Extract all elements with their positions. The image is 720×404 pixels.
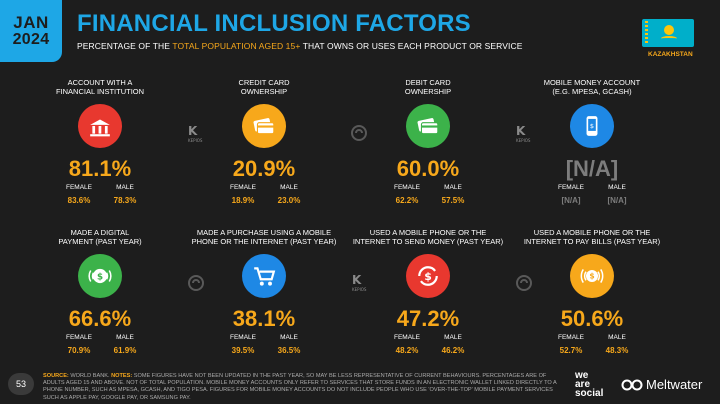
female-value: 70.9% <box>67 346 91 355</box>
female-value: 48.2% <box>395 346 419 355</box>
meltwater-logo: Meltwater <box>621 377 702 392</box>
female-value: 18.9% <box>231 196 255 205</box>
svg-text:$: $ <box>97 272 103 282</box>
factor-value: [N/A] <box>565 156 619 181</box>
male-value: 57.5% <box>441 196 465 205</box>
datareportal-logo-icon <box>188 275 204 291</box>
male-value: 23.0% <box>277 196 301 205</box>
male-label: MALE <box>280 184 298 191</box>
date-year: 2024 <box>12 30 50 48</box>
date-month: JAN <box>13 13 49 33</box>
page-subtitle: PERCENTAGE OF THE TOTAL POPULATION AGED … <box>77 41 523 51</box>
factor-label: MADE A DIGITAL PAYMENT (PAST YEAR) <box>58 228 142 246</box>
male-label: MALE <box>444 334 462 341</box>
mobile-money-icon: $ <box>570 104 614 148</box>
datareportal-logo-icon <box>516 275 532 291</box>
shopping-cart-icon <box>242 254 286 298</box>
male-label: MALE <box>280 334 298 341</box>
source-label: SOURCE: <box>43 373 69 379</box>
male-label: MALE <box>608 184 626 191</box>
male-label: MALE <box>116 334 134 341</box>
meltwater-mark-icon <box>621 379 643 390</box>
digital-payment-icon: $ <box>78 254 122 298</box>
female-label: FEMALE <box>557 184 584 191</box>
male-value: 61.9% <box>113 346 137 355</box>
female-value: 83.6% <box>67 196 91 205</box>
factor-value: 60.0% <box>396 156 460 181</box>
male-value: 78.3% <box>113 196 137 205</box>
factor-value: 50.6% <box>560 306 624 331</box>
female-value: 52.7% <box>559 346 583 355</box>
send-money-icon: $ <box>406 254 450 298</box>
we-are-social-logo: we are social <box>575 370 604 399</box>
factor-value: 47.2% <box>396 306 460 331</box>
factor-label: CREDIT CARD OWNERSHIP <box>238 78 290 96</box>
credit-card-icon <box>242 104 286 148</box>
male-label: MALE <box>608 334 626 341</box>
factor-value: 66.6% <box>68 306 132 331</box>
factor-label: USED A MOBILE PHONE OR THE INTERNET TO PA… <box>523 228 661 246</box>
male-label: MALE <box>444 184 462 191</box>
female-value: [N/A] <box>561 196 581 205</box>
factor-label: ACCOUNT WITH A FINANCIAL INSTITUTION <box>55 78 145 96</box>
male-value: 48.3% <box>605 346 629 355</box>
date-badge: JAN 2024 <box>0 0 62 62</box>
subtitle-prefix: PERCENTAGE OF THE <box>77 41 173 51</box>
female-label: FEMALE <box>393 184 420 191</box>
footnote: SOURCE: WORLD BANK. NOTES: SOME FIGURES … <box>43 373 563 402</box>
notes-label: NOTES: <box>111 373 133 379</box>
factor-label: MOBILE MONEY ACCOUNT (E.G. MPESA, GCASH) <box>543 78 641 96</box>
kazakhstan-flag-icon <box>642 19 694 47</box>
female-label: FEMALE <box>65 334 92 341</box>
factor-label: DEBIT CARD OWNERSHIP <box>404 78 452 96</box>
datareportal-logo-icon <box>351 125 367 141</box>
svg-text:$: $ <box>590 122 594 130</box>
factor-value: 20.9% <box>232 156 296 181</box>
female-value: 62.2% <box>395 196 419 205</box>
male-label: MALE <box>116 184 134 191</box>
factor-label: USED A MOBILE PHONE OR THE INTERNET TO SE… <box>352 228 504 246</box>
bank-icon <box>78 104 122 148</box>
country-label: KAZAKHSTAN <box>648 51 693 58</box>
kepios-logo-icon: K KEPIOS <box>352 273 367 292</box>
female-label: FEMALE <box>65 184 92 191</box>
subtitle-suffix: THAT OWNS OR USES EACH PRODUCT OR SERVIC… <box>300 41 523 51</box>
female-label: FEMALE <box>393 334 420 341</box>
male-value: 46.2% <box>441 346 465 355</box>
svg-text:$: $ <box>589 272 594 281</box>
page-title: FINANCIAL INCLUSION FACTORS <box>77 10 471 37</box>
svg-text:$: $ <box>424 270 432 283</box>
kepios-logo-icon: K KEPIOS <box>188 124 203 143</box>
male-value: [N/A] <box>607 196 627 205</box>
female-label: FEMALE <box>557 334 584 341</box>
subtitle-highlight: TOTAL POPULATION AGED 15+ <box>172 41 301 51</box>
factor-value: 38.1% <box>232 306 296 331</box>
kepios-logo-icon: K KEPIOS <box>516 124 531 143</box>
notes-text: SOME FIGURES HAVE NOT BEEN UPDATED IN TH… <box>43 373 557 401</box>
page-number: 53 <box>8 373 34 395</box>
factor-label: MADE A PURCHASE USING A MOBILE PHONE OR T… <box>191 228 337 246</box>
female-label: FEMALE <box>229 334 256 341</box>
debit-card-icon <box>406 104 450 148</box>
source-text: WORLD BANK. <box>68 373 112 379</box>
female-value: 39.5% <box>231 346 255 355</box>
pay-bills-icon: $ <box>570 254 614 298</box>
female-label: FEMALE <box>229 184 256 191</box>
factor-value: 81.1% <box>68 156 132 181</box>
male-value: 36.5% <box>277 346 301 355</box>
